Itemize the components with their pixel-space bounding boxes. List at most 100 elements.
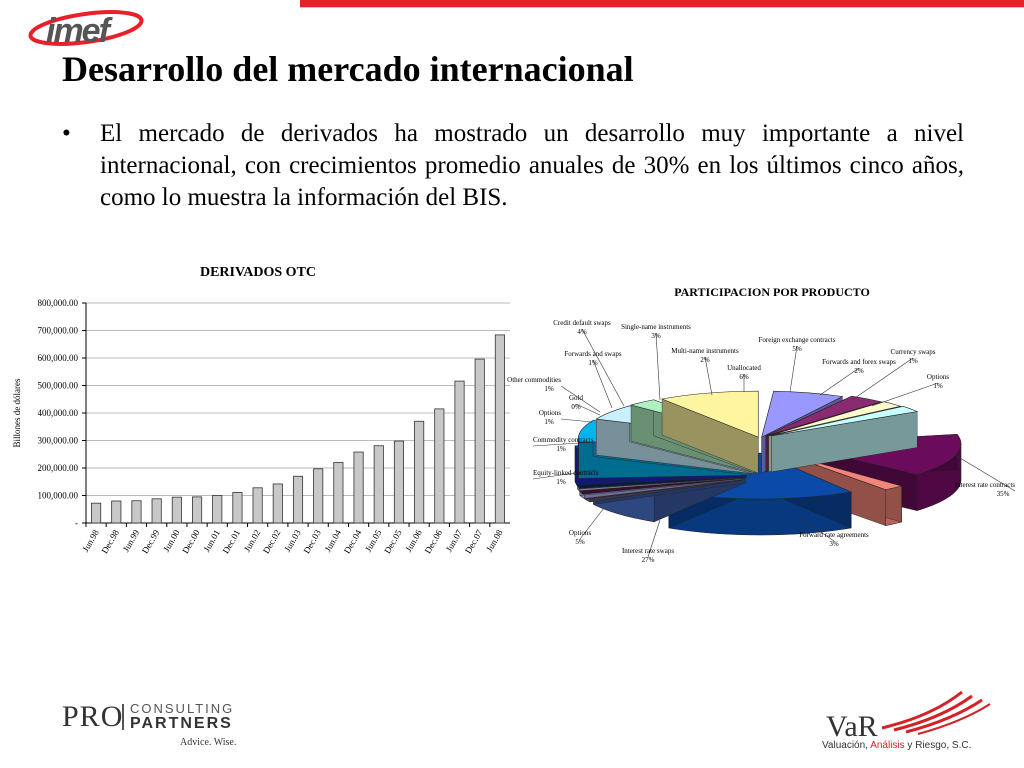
var-swoosh-icon — [881, 690, 991, 735]
pie-leader-line — [851, 357, 914, 401]
y-tick-label: 800,000.00 — [38, 298, 79, 308]
bar — [292, 475, 304, 524]
pie-leader-line — [871, 382, 939, 407]
pie-pct-label: 2% — [854, 367, 864, 375]
pie-label: Unallocated — [727, 364, 761, 372]
top-accent-bar — [300, 0, 1024, 7]
pie-label: Forwards and forex swaps — [822, 358, 896, 366]
pie-pct-label: 5% — [792, 345, 802, 353]
y-tick-label: 100,000.00 — [38, 491, 79, 501]
pie-label: Forward rate agreements — [799, 531, 869, 539]
top-accent-line — [300, 7, 1024, 8]
pie-pct-label: 27% — [642, 556, 655, 564]
pie-leader-line — [575, 403, 601, 416]
y-tick-label: 700,000.00 — [38, 326, 79, 336]
pie-pct-label: 1% — [544, 418, 554, 426]
y-tick-label: 600,000.00 — [38, 353, 79, 363]
bar-chart-title: DERIVADOS OTC — [200, 265, 316, 280]
pie-pct-label: 4% — [577, 328, 587, 336]
pie-pct-label: 35% — [997, 490, 1010, 498]
var-sub-part2: Análisis — [870, 740, 905, 751]
bar — [91, 502, 102, 524]
x-tick-label: Jun.02 — [242, 528, 263, 554]
pro-logo-separator — [122, 704, 124, 730]
bar — [272, 483, 283, 524]
charts-area: DERIVADOS OTC - 100,000.00 200,000.00 300,00… — [12, 265, 1015, 564]
pie-label: Single-name instruments — [621, 323, 691, 331]
pie-label: Credit default swaps — [553, 319, 611, 327]
page-title: Desarrollo del mercado internacional — [62, 49, 634, 89]
pie-slice — [771, 406, 919, 473]
pie-pct-label: 1% — [544, 385, 554, 393]
pie-leader-line — [789, 345, 798, 393]
x-tick-label: Dec.00 — [180, 528, 202, 556]
pie-pct-label: 3% — [651, 332, 661, 340]
y-tick-label: 500,000.00 — [38, 381, 79, 391]
x-tick-label: Jun.06 — [403, 528, 424, 554]
imef-logo: imef — [26, 8, 146, 50]
var-logo: VaR Valuación, Análisis y Riesgo, S.C. — [822, 688, 1022, 758]
var-logo-subtitle: Valuación, Análisis y Riesgo, S.C. — [822, 740, 971, 751]
pie-label: Currency swaps — [891, 348, 936, 356]
pie-label: Other commodities — [507, 376, 561, 384]
x-tick-label: Jun.98 — [80, 528, 101, 554]
y-tick-label: - — [75, 518, 78, 528]
bar — [192, 496, 203, 524]
pie-pct-label: 3% — [829, 540, 839, 548]
x-tick-label: Dec.99 — [140, 528, 162, 556]
pie-pct-label: 1% — [908, 357, 918, 365]
pie-label: Options — [569, 529, 591, 537]
pie-slice-top — [765, 395, 883, 437]
pie-leader-line — [560, 385, 601, 413]
y-tick-label: 200,000.00 — [38, 463, 79, 473]
pie-chart-product: PARTICIPACION POR PRODUCTO Interest rate … — [507, 285, 1015, 564]
pie-leader-line — [819, 367, 860, 396]
pie-label: Multi-name instruments — [671, 347, 739, 355]
pie-leader-line — [579, 507, 605, 540]
pie-chart-title: PARTICIPACION POR PRODUCTO — [674, 285, 870, 299]
x-tick-label: Jun.04 — [323, 528, 344, 554]
bar — [474, 358, 485, 524]
pie-pct-label: 0% — [571, 403, 581, 411]
bar — [353, 451, 364, 524]
pie-label: Options — [539, 409, 561, 417]
pie-slice-top — [660, 390, 759, 438]
bar — [333, 462, 344, 524]
pie-pct-label: 2% — [700, 356, 710, 364]
pie-pct-label: 6% — [739, 373, 749, 381]
bar — [212, 495, 223, 524]
x-tick-label: Jun.05 — [363, 528, 384, 554]
bar — [454, 380, 465, 524]
bar — [151, 498, 162, 524]
pie-slice-top — [771, 406, 919, 437]
pie-label: Foreign exchange contracts — [759, 336, 836, 344]
bullet-item: • El mercado de derivados ha mostrado un… — [62, 118, 964, 214]
pie-slice — [660, 390, 759, 474]
bar — [434, 408, 445, 524]
y-tick-label: 400,000.00 — [38, 408, 79, 418]
pie-pct-label: 5% — [575, 538, 585, 546]
pie-leader-line — [647, 519, 661, 558]
pro-logo-partners: PARTNERS — [130, 715, 233, 732]
pie-pct-label: 1% — [556, 478, 566, 486]
bar — [313, 468, 324, 524]
pie-label: Interest rate contracts — [955, 481, 1016, 489]
y-tick-label: 300,000.00 — [38, 436, 79, 446]
pie-pct-label: 1% — [556, 445, 566, 453]
bar-chart-otc: DERIVADOS OTC - 100,000.00 200,000.00 300,00… — [12, 265, 510, 555]
pie-label: Forwards and swaps — [564, 350, 621, 358]
pie-leader-line — [560, 418, 593, 423]
x-tick-label: Jun.01 — [201, 528, 222, 554]
bar — [252, 487, 263, 524]
var-sub-part1: Valuación, — [822, 740, 871, 751]
imef-swoosh-icon — [28, 10, 144, 46]
x-tick-label: Dec.06 — [423, 528, 445, 556]
var-sub-part3: y Riesgo, S.C. — [904, 740, 972, 751]
pro-logo-consulting: CONSULTING — [130, 701, 235, 716]
x-tick-label: Dec.02 — [261, 528, 283, 555]
pie-leader-line — [799, 517, 835, 542]
bar — [232, 492, 243, 524]
x-tick-label: Dec.04 — [342, 528, 364, 556]
pro-logo-text: PRO — [62, 700, 124, 733]
pie-label: Commodity contracts — [533, 436, 594, 444]
